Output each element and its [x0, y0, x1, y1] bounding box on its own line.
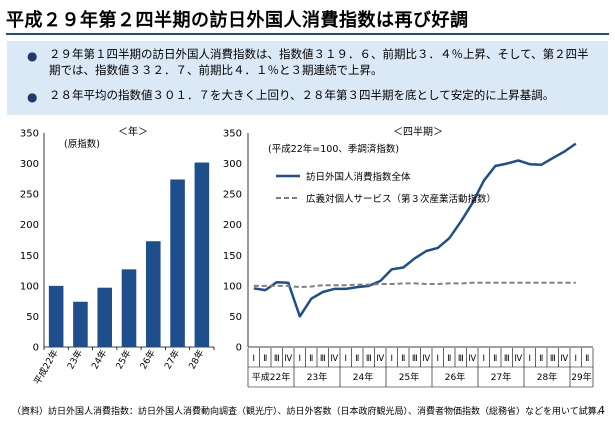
- y-tick-label: 350: [20, 129, 39, 140]
- year-label: 28年: [537, 371, 557, 383]
- legend-label-main: 訪日外国人消費指数全体: [306, 171, 411, 183]
- summary-point-1: ２９年第１四半期の訪日外国人消費指数は、指数値３１９．６、前期比３．４％上昇、そ…: [49, 47, 589, 77]
- y-tick-label: 100: [223, 281, 242, 292]
- year-label: 26年: [445, 371, 465, 383]
- y-tick-label: 350: [223, 129, 242, 140]
- quarter-label: Ⅳ: [284, 354, 292, 364]
- legend: 訪日外国人消費指数全体 広義対個人サービス（第３次産業活動指数）: [276, 171, 496, 205]
- y-tick-label: 200: [223, 220, 242, 231]
- legend-label-ref: 広義対個人サービス（第３次産業活動指数）: [306, 193, 496, 205]
- quarter-label: Ⅲ: [504, 354, 510, 364]
- x-tick-label: 28年: [186, 348, 207, 372]
- summary-box: ● ２９年第１四半期の訪日外国人消費指数は、指数値３１９．６、前期比３．４％上昇…: [7, 41, 608, 115]
- source-footnote: （資料）訪日外国人消費指数：訪日外国人消費動向調査（観光庁）、訪日外客数（日本政…: [12, 407, 606, 417]
- quarter-label: Ⅰ: [298, 354, 301, 364]
- x-tick-label: 23年: [64, 348, 85, 372]
- quarter-label: Ⅱ: [447, 354, 451, 364]
- annual-bars: [48, 162, 210, 347]
- y-tick-label: 50: [26, 312, 39, 323]
- bullet-dot-icon: ●: [27, 49, 38, 63]
- quarter-label: Ⅰ: [344, 354, 347, 364]
- quarter-label: Ⅳ: [376, 354, 384, 364]
- quarter-label: Ⅱ: [401, 354, 405, 364]
- x-tick-label: 平成22年: [31, 348, 61, 387]
- y-tick-label: 250: [223, 190, 242, 201]
- quarter-label: Ⅲ: [366, 354, 372, 364]
- quarter-label: Ⅲ: [412, 354, 418, 364]
- quarter-label: Ⅰ: [528, 354, 531, 364]
- quarterly-panel-label: ＜四半期＞: [393, 125, 443, 138]
- y-tick-label: 100: [20, 281, 39, 292]
- x-tick-label: 24年: [89, 348, 110, 372]
- y-tick-label: 250: [20, 190, 39, 201]
- quarterly-lines: [253, 142, 577, 318]
- annual-unit-note: (原指数): [64, 138, 100, 150]
- y-tick-label: 300: [20, 159, 39, 170]
- bar: [170, 179, 185, 347]
- y-tick-label: 50: [229, 312, 242, 323]
- quarter-label: Ⅱ: [263, 354, 267, 364]
- x-tick-label: 27年: [162, 348, 183, 372]
- quarter-label: Ⅰ: [482, 354, 485, 364]
- quarter-label: Ⅱ: [539, 354, 543, 364]
- series-line-service-activity-index: [253, 281, 576, 289]
- page-title: 平成２９年第２四半期の訪日外国人消費指数は再び好調: [6, 10, 469, 31]
- year-label: 24年: [353, 371, 373, 383]
- quarter-label: Ⅰ: [390, 354, 393, 364]
- year-label: 平成22年: [252, 371, 290, 383]
- quarter-label: Ⅳ: [468, 354, 476, 364]
- y-tick-label: 150: [223, 251, 242, 262]
- bar: [194, 162, 210, 347]
- quarter-label: Ⅳ: [330, 354, 338, 364]
- year-label: 29年: [571, 371, 591, 383]
- bar: [97, 287, 112, 347]
- quarter-label: Ⅳ: [560, 354, 568, 364]
- x-tick-label: 26年: [137, 348, 158, 372]
- y-tick-label: 0: [236, 343, 242, 354]
- quarter-label: Ⅱ: [355, 354, 359, 364]
- quarter-label: Ⅲ: [320, 354, 326, 364]
- y-tick-label: 150: [20, 251, 39, 262]
- quarter-label: Ⅳ: [422, 354, 430, 364]
- bar: [48, 285, 64, 347]
- quarter-label: Ⅳ: [514, 354, 522, 364]
- quarter-label: Ⅰ: [252, 354, 255, 364]
- quarter-label: Ⅰ: [574, 354, 577, 364]
- page-number: 4: [598, 404, 605, 417]
- quarter-label: Ⅱ: [585, 354, 589, 364]
- quarter-label: Ⅰ: [436, 354, 439, 364]
- y-tick-label: 0: [33, 343, 39, 354]
- x-tick-label: 25年: [113, 348, 134, 372]
- quarter-label: Ⅲ: [274, 354, 280, 364]
- bar: [121, 269, 137, 347]
- quarter-label: Ⅲ: [550, 354, 556, 364]
- title-underline: [6, 33, 609, 35]
- series-line-visitor-consumption-index: [253, 142, 577, 318]
- y-tick-label: 300: [223, 159, 242, 170]
- annual-panel-label: ＜年＞: [118, 125, 148, 138]
- quarter-label: Ⅱ: [493, 354, 497, 364]
- quarterly-unit-note: (平成22年=100、季調済指数): [268, 143, 399, 155]
- bar: [73, 301, 88, 347]
- year-label: 25年: [399, 371, 419, 383]
- quarter-label: Ⅲ: [458, 354, 464, 364]
- year-label: 23年: [307, 371, 327, 383]
- year-label: 27年: [491, 371, 511, 383]
- bar: [146, 241, 161, 347]
- quarter-label: Ⅱ: [309, 354, 313, 364]
- annual-axes: 0 50 100 150 200 250 300 350 平成22年 23年 24年 25年 26年 27…: [20, 129, 215, 387]
- y-tick-label: 200: [20, 220, 39, 231]
- bullet-dot-icon: ●: [27, 90, 38, 104]
- summary-point-2: ２８年平均の指数値３０１．７を大きく上回り、２８年第３四半期を底として安定的に上…: [49, 88, 555, 102]
